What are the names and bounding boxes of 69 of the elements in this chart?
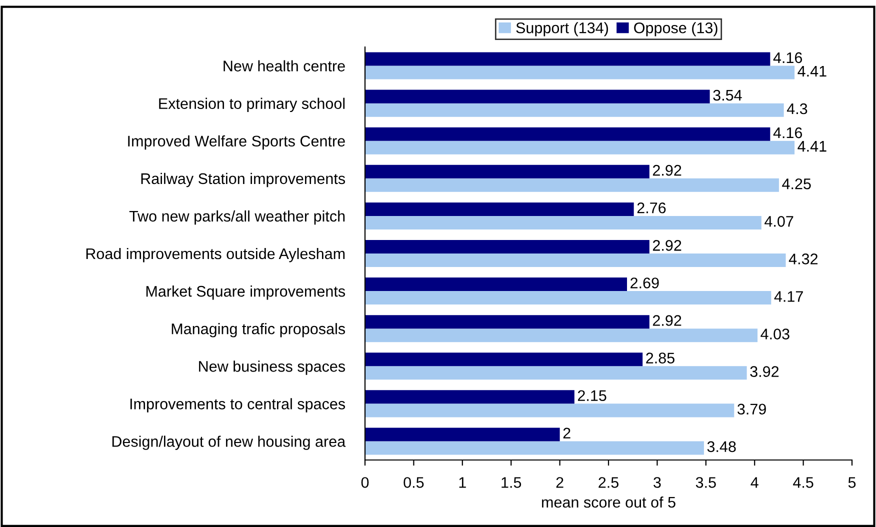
- bar: [365, 254, 786, 268]
- data-label: 2.85: [646, 352, 674, 364]
- data-label: 2.92: [652, 315, 682, 326]
- data-label: 4.25: [782, 178, 811, 190]
- bar: [365, 216, 762, 230]
- bar: [365, 278, 628, 292]
- bar: [365, 52, 770, 66]
- x-tick-label: 3: [654, 477, 661, 488]
- y-tick-label: Design/layout of new housing area: [112, 436, 346, 450]
- y-tick-label: Road improvements outside Aylesham: [86, 248, 345, 262]
- bar: [365, 127, 770, 141]
- data-label: 4.32: [788, 254, 818, 264]
- bar: [365, 103, 784, 117]
- y-tick-label: Two new parks/all weather pitch: [129, 210, 345, 225]
- bar: [365, 240, 650, 254]
- data-label: 2: [563, 428, 570, 438]
- data-label: 4.03: [760, 328, 790, 340]
- bar: [365, 441, 704, 455]
- y-tick-label: Extension to primary school: [159, 98, 345, 112]
- data-label: 2.76: [637, 202, 666, 214]
- bar: [365, 404, 734, 418]
- bar: [365, 164, 650, 178]
- data-label: 4.3: [786, 103, 808, 114]
- x-tick-label: 5: [848, 477, 856, 488]
- bar: [365, 66, 795, 80]
- x-tick-label: 2: [556, 477, 564, 488]
- data-label: 4.16: [773, 52, 802, 64]
- bar: [365, 352, 643, 366]
- data-label: 2.92: [652, 240, 682, 251]
- x-tick-label: 2.5: [598, 477, 618, 488]
- data-label: 3.92: [750, 366, 779, 377]
- bar: [365, 140, 795, 154]
- y-tick-label: New business spaces: [199, 360, 346, 375]
- data-label: 4.41: [798, 66, 826, 76]
- y-tick-label: Managing trafic proposals: [172, 323, 346, 338]
- y-tick-label: Improvements to central spaces: [130, 398, 346, 412]
- data-label: 4.17: [774, 291, 803, 302]
- bar: [365, 90, 710, 104]
- x-axis-title: mean score out of 5: [542, 496, 676, 508]
- y-tick-label: Market Square improvements: [146, 286, 346, 300]
- data-label: 2.92: [652, 164, 682, 176]
- data-label: 4.41: [798, 141, 826, 152]
- legend-label: Support (134): [516, 22, 608, 36]
- data-label: 3.79: [738, 404, 766, 415]
- data-label: 3.48: [707, 441, 736, 452]
- bar: [365, 328, 758, 342]
- x-tick-label: 1: [459, 477, 466, 488]
- data-label: 3.54: [713, 90, 742, 101]
- x-tick-label: 0.5: [404, 477, 424, 488]
- bar: [365, 315, 650, 329]
- bar: [365, 178, 779, 192]
- legend-label: Oppose (13): [634, 22, 718, 36]
- bar: [365, 202, 634, 216]
- bar: [365, 390, 574, 404]
- x-tick-label: 4: [750, 477, 758, 488]
- x-tick-label: 1.5: [502, 477, 522, 488]
- bar: [365, 291, 772, 305]
- bar: [365, 428, 560, 442]
- y-tick-label: Railway Station improvements: [141, 172, 346, 188]
- x-tick-label: 4.5: [793, 477, 814, 488]
- x-tick-label: 3.5: [696, 477, 716, 488]
- data-label: 2.69: [630, 278, 659, 288]
- y-tick-label: New health centre: [224, 60, 345, 72]
- data-label: 4.16: [773, 127, 802, 138]
- data-label: 2.15: [578, 390, 606, 402]
- y-tick-label: Improved Welfare Sports Centre: [128, 135, 345, 150]
- x-tick-label: 0: [361, 477, 369, 488]
- bar: [365, 366, 747, 380]
- data-label: 4.07: [764, 216, 794, 227]
